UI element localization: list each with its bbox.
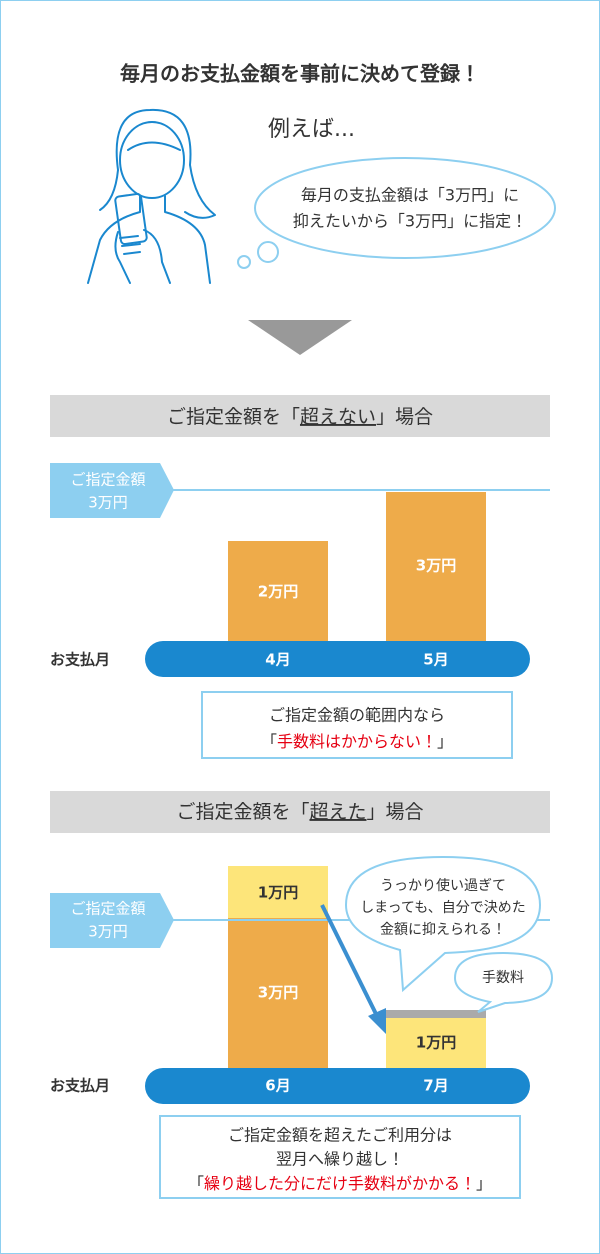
example-lead: 例えば... [268, 117, 355, 142]
section-heading-bg [50, 395, 550, 437]
heading-part: 」場合 [376, 406, 433, 428]
heading-part: 」場合 [367, 801, 424, 823]
bubble-text: 金額に抑えられる！ [380, 922, 506, 938]
carry-arrow [320, 904, 380, 1019]
note-part: 」 [476, 1174, 492, 1193]
excess-label: 1万円 [258, 884, 298, 902]
bubble-dot [237, 255, 251, 269]
carried-bar [386, 1018, 486, 1068]
fee-bubble-text: 手数料 [482, 970, 524, 986]
speech-bubble [344, 855, 542, 993]
month-axis [145, 1068, 530, 1104]
month-label: 4月 [265, 651, 290, 669]
down-arrow [248, 320, 352, 355]
note-part: 「 [261, 732, 277, 751]
bar [386, 492, 486, 641]
bar-label: 1万円 [416, 1034, 456, 1052]
note-box [159, 1115, 521, 1199]
row-label: お支払月 [50, 1077, 110, 1095]
note-text: 「手数料はかからない！」 [261, 732, 453, 751]
heading-emphasis: 超えた [309, 801, 366, 823]
note-text: ご指定金額の範囲内なら [269, 706, 445, 725]
excess-bar [228, 866, 328, 918]
bubble-text: 毎月の支払金額は「3万円」に [301, 186, 519, 205]
bubble-text: しまっても、自分で決めた [360, 900, 526, 916]
row-label: お支払月 [50, 651, 110, 669]
limit-label: 3万円 [88, 923, 128, 941]
heading-part: ご指定金額を「 [176, 801, 309, 823]
note-part: 「 [188, 1174, 204, 1193]
section-heading: ご指定金額を「超えた」場合 [176, 801, 423, 823]
speech-bubble [254, 157, 556, 259]
heading-emphasis: 超えない [300, 406, 376, 428]
note-highlight: 手数料はかからない！ [277, 732, 437, 751]
person-illustration [87, 108, 216, 284]
limit-label: ご指定金額 [70, 471, 145, 489]
limit-label: ご指定金額 [70, 900, 145, 918]
fee-strip [386, 1010, 486, 1018]
bubble-dot [257, 241, 279, 263]
bar-label: 3万円 [416, 557, 456, 575]
month-label: 5月 [423, 651, 448, 669]
month-axis [145, 641, 530, 677]
note-text: ご指定金額を超えたご利用分は [228, 1126, 452, 1145]
note-highlight: 繰り越した分にだけ手数料がかかる！ [204, 1174, 476, 1193]
fee-bubble [453, 951, 554, 1013]
bubble-text: うっかり使い過ぎて [380, 877, 506, 894]
note-text: 翌月へ繰り越し！ [276, 1150, 404, 1169]
limit-tag [50, 463, 174, 518]
section-heading-bg [50, 791, 550, 833]
bar-label: 3万円 [258, 984, 298, 1002]
note-part: 」 [437, 732, 453, 751]
limit-tag [50, 893, 174, 948]
month-label: 7月 [423, 1077, 448, 1095]
bubble-text: 抑えたいから「3万円」に指定！ [293, 212, 527, 231]
note-box [201, 691, 513, 759]
bar [228, 918, 328, 1068]
title: 毎月のお支払金額を事前に決めて登録！ [120, 62, 480, 86]
limit-label: 3万円 [88, 494, 128, 512]
bar-label: 2万円 [258, 583, 298, 601]
bar [228, 541, 328, 641]
month-label: 6月 [265, 1077, 290, 1095]
section-heading: ご指定金額を「超えない」場合 [167, 406, 433, 428]
note-text: 「繰り越した分にだけ手数料がかかる！」 [188, 1174, 492, 1193]
heading-part: ご指定金額を「 [167, 406, 300, 428]
carry-arrowhead [368, 1008, 386, 1034]
